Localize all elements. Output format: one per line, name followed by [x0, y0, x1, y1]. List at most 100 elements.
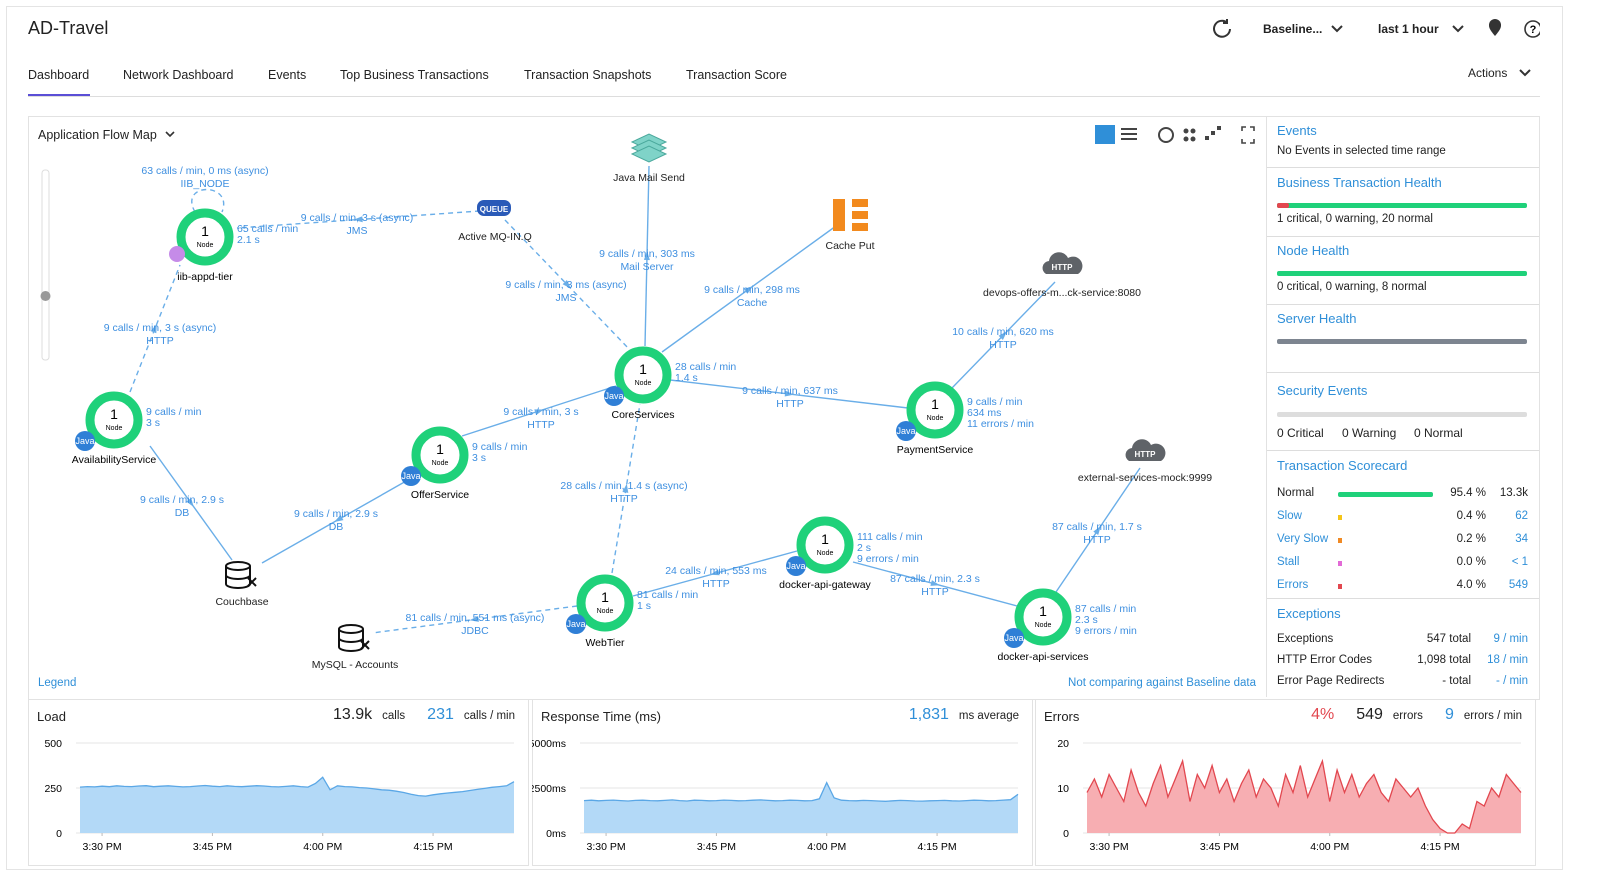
- events-title[interactable]: Events: [1277, 123, 1317, 138]
- node-ring[interactable]: [176, 208, 234, 266]
- tab[interactable]: Transaction Snapshots: [524, 68, 652, 82]
- node-ring[interactable]: [906, 381, 964, 439]
- edge-label: HTTP: [989, 339, 1016, 351]
- x-tick-label: 4:15 PM: [414, 841, 453, 853]
- scorecard-name[interactable]: Very Slow: [1277, 533, 1329, 545]
- edge-label: 9 calls / min, 298 ms: [704, 284, 800, 296]
- backend-icon-label: QUEUE: [480, 205, 509, 214]
- node-ring[interactable]: [796, 516, 854, 574]
- server-health-bar: [1277, 339, 1527, 344]
- scorecard-pct: 0.0 %: [1456, 556, 1486, 568]
- legend-link[interactable]: Legend: [38, 677, 76, 689]
- y-tick-label: 5000ms: [532, 738, 566, 750]
- map-title[interactable]: Application Flow Map: [38, 128, 157, 142]
- divider: [1266, 117, 1267, 697]
- y-tick-label: 0: [56, 828, 62, 840]
- server-health-title[interactable]: Server Health: [1277, 311, 1357, 326]
- divider: [1267, 167, 1539, 168]
- node-ring[interactable]: [411, 426, 469, 484]
- actions-menu[interactable]: Actions: [1468, 66, 1508, 80]
- frame: [6, 6, 1563, 870]
- x-tick-label: 3:30 PM: [587, 841, 626, 853]
- exception-name: Exceptions: [1277, 633, 1334, 645]
- node-count: 1: [110, 406, 118, 422]
- backend-label: devops-offers-m...ck-service:8080: [983, 287, 1141, 299]
- exceptions-title[interactable]: Exceptions: [1277, 606, 1341, 621]
- node-stat: 28 calls / min: [675, 361, 736, 373]
- area-fill: [584, 782, 1018, 833]
- header-icons: ?: [1213, 19, 1540, 38]
- db-x: [247, 577, 257, 587]
- edge-label: IIB_NODE: [180, 178, 229, 190]
- java-badge-label: Java: [566, 619, 585, 629]
- zoom-knob[interactable]: [40, 291, 51, 301]
- help-icon[interactable]: [1524, 20, 1540, 38]
- area-line: [79, 776, 515, 797]
- edge-label: HTTP: [146, 335, 173, 347]
- scorecard-count[interactable]: 34: [1515, 533, 1528, 545]
- zoom-slider[interactable]: [41, 169, 50, 361]
- node-ring[interactable]: [614, 346, 672, 404]
- summary-item: errors: [1392, 710, 1423, 722]
- toolbar-map-icon[interactable]: [1095, 125, 1115, 144]
- scorecard-name[interactable]: Errors: [1277, 579, 1309, 591]
- exception-rate: 18 / min: [1487, 654, 1528, 666]
- cache-icon: [833, 199, 845, 231]
- area-fill: [80, 777, 514, 833]
- area-line: [583, 781, 1019, 802]
- db-icon: [338, 624, 364, 634]
- scorecard-title[interactable]: Transaction Scorecard: [1277, 458, 1408, 473]
- backend-label: external-services-mock:9999: [1078, 472, 1212, 484]
- node-label: docker-api-gateway: [779, 579, 871, 591]
- summary-item: 231: [427, 706, 454, 723]
- x-tick-label: 4:15 PM: [918, 841, 957, 853]
- tab[interactable]: Transaction Score: [686, 68, 787, 82]
- chevron[interactable]: [1331, 25, 1343, 33]
- x-tick-label: 3:45 PM: [697, 841, 736, 853]
- node-unit: Node: [597, 608, 614, 615]
- refresh-icon[interactable]: [1213, 19, 1231, 38]
- range-select[interactable]: last 1 hour: [1378, 22, 1439, 36]
- security-warning: 0 Warning: [1342, 426, 1397, 440]
- chart-panel: [28, 699, 529, 866]
- java-badge-label: Java: [604, 391, 623, 401]
- scorecard-count[interactable]: < 1: [1511, 556, 1528, 568]
- toolbar-icons[interactable]: [1121, 126, 1255, 144]
- bt-health-title[interactable]: Business Transaction Health: [1277, 175, 1442, 190]
- tab[interactable]: Top Business Transactions: [340, 68, 489, 82]
- scorecard-count[interactable]: 549: [1508, 579, 1528, 591]
- node-health-bar: [1277, 271, 1527, 276]
- location-icon[interactable]: [1489, 19, 1501, 36]
- backend-icon: [833, 199, 868, 231]
- summary-item: 13.9k: [333, 706, 373, 723]
- node-ring[interactable]: [1014, 588, 1072, 646]
- summary-item: 549: [1356, 706, 1383, 723]
- backend-label: Couchbase: [215, 596, 268, 608]
- chevron[interactable]: [1452, 25, 1464, 33]
- node-ring[interactable]: [576, 574, 634, 632]
- scorecard-pct: 4.0 %: [1456, 579, 1486, 591]
- chart-title: Errors: [1044, 709, 1080, 724]
- tab[interactable]: Network Dashboard: [123, 68, 234, 82]
- scorecard-name[interactable]: Stall: [1277, 556, 1300, 568]
- tab[interactable]: Dashboard: [28, 68, 90, 82]
- db-icon: [225, 561, 251, 571]
- scorecard-count[interactable]: 62: [1515, 510, 1528, 522]
- node-health-title[interactable]: Node Health: [1277, 243, 1350, 258]
- security-title[interactable]: Security Events: [1277, 383, 1368, 398]
- exception-total: - total: [1442, 675, 1471, 687]
- edge-arrow: [643, 251, 650, 261]
- tab[interactable]: Events: [268, 68, 307, 82]
- chart-summary: 1,831 ms average: [897, 706, 1019, 724]
- scorecard-dot: [1338, 538, 1342, 543]
- node-stat: 2.3 s: [1075, 614, 1098, 626]
- scorecard-name[interactable]: Slow: [1277, 510, 1302, 522]
- baseline-select[interactable]: Baseline...: [1263, 22, 1323, 36]
- node-stat: 111 calls / min: [857, 531, 923, 543]
- node-label: iib-appd-tier: [177, 271, 233, 283]
- scorecard-name[interactable]: Normal: [1277, 487, 1315, 499]
- node-ring[interactable]: [85, 391, 143, 449]
- edge-arrow: [744, 286, 753, 294]
- edge-label: HTTP: [527, 419, 554, 431]
- edge-label: HTTP: [610, 493, 637, 505]
